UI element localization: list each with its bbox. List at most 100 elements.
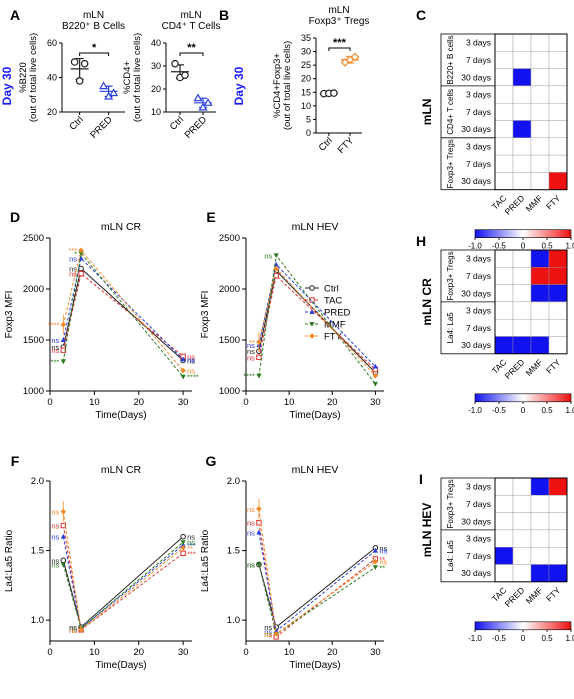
marker <box>273 253 279 259</box>
marker <box>78 627 84 633</box>
heat-cell <box>494 477 514 496</box>
heat-cell <box>530 154 550 173</box>
heat-cell <box>530 102 550 121</box>
marker <box>180 533 186 540</box>
heat-cell <box>512 319 532 337</box>
row-label: 7 days <box>466 271 491 281</box>
significance-label: ns <box>187 367 195 376</box>
significance-label: **** <box>48 321 60 330</box>
x-tick-label: 0 <box>47 647 52 658</box>
heat-cell <box>548 85 568 104</box>
heat-cell <box>548 267 568 285</box>
heat-cell <box>494 51 514 69</box>
x-tick-label: 10 <box>284 397 295 408</box>
row-label: 30 days <box>461 568 491 578</box>
significance-label: ns <box>51 343 59 352</box>
heat-cell <box>548 68 568 87</box>
heat-cell <box>530 477 550 496</box>
marker <box>309 309 315 314</box>
column-label: FTY <box>544 193 563 212</box>
significance-label: ns <box>69 623 77 632</box>
data-point <box>171 59 179 68</box>
y-tick-label: 25 <box>301 60 311 70</box>
color-scale-bar <box>474 229 572 238</box>
heat-cell <box>548 477 568 496</box>
series-line-fty <box>62 511 184 631</box>
y-axis-label: Foxp3 MFI <box>4 291 15 339</box>
marker <box>60 508 67 515</box>
column-label: MMF <box>524 193 545 214</box>
scale-tick-label: -0.5 <box>492 242 506 251</box>
group-label: Foxp3+ Tregs <box>446 479 455 528</box>
significance-label: ns <box>247 560 255 569</box>
series-line-tac <box>62 525 184 631</box>
heat-cell <box>530 547 550 565</box>
data-point <box>181 71 189 80</box>
heat-cell <box>512 564 532 582</box>
data-point <box>203 98 213 106</box>
marker <box>78 255 84 261</box>
scale-tick-label: -0.5 <box>492 634 506 643</box>
x-tick-label: FTY <box>336 135 357 156</box>
row-label: 7 days <box>466 159 491 169</box>
heat-cell <box>530 85 550 104</box>
marker <box>60 321 67 328</box>
group-label: La4: La5 <box>446 540 455 572</box>
row-label: 3 days <box>466 38 491 48</box>
scale-tick-label: 1.0 <box>565 634 574 643</box>
y-tick-label: 2500 <box>23 233 44 244</box>
y-tick-label: 10 <box>151 107 161 117</box>
heat-cell <box>530 319 550 337</box>
heat-cell <box>494 495 514 513</box>
marker <box>372 558 379 565</box>
x-axis-label: Time(Days) <box>289 410 340 421</box>
marker <box>78 251 84 257</box>
significance-label: ns <box>247 505 255 514</box>
y-axis-label: Foxp3 MFI <box>200 291 211 339</box>
x-tick-label: 20 <box>133 397 144 408</box>
y-axis-label: %B220 <box>18 62 29 93</box>
data-point <box>99 81 109 90</box>
group-frame <box>440 33 496 191</box>
y-tick-label: 2000 <box>219 284 240 295</box>
heat-cell <box>512 284 532 303</box>
y-tick-label: 1500 <box>219 335 240 346</box>
legend-label-fty: FTY <box>324 332 343 343</box>
x-tick-label: 20 <box>327 397 338 408</box>
significance-label: ns <box>51 560 59 569</box>
marker <box>60 562 66 568</box>
marker <box>180 550 186 557</box>
y-axis-label: La4:La5 Ratio <box>4 529 15 592</box>
significance-label: ns <box>247 519 255 528</box>
heat-cell <box>494 336 514 354</box>
significance-label: ns <box>69 270 77 279</box>
column-label: MMF <box>524 585 545 606</box>
column-label: FTY <box>544 357 563 376</box>
heat-cell <box>530 529 550 548</box>
heat-cell <box>512 336 532 354</box>
y-tick-label: 35 <box>301 33 311 43</box>
marker <box>273 631 279 637</box>
significance-label: ns <box>187 538 195 547</box>
y-tick-label: 1500 <box>23 335 44 346</box>
significance-label: ns <box>51 522 59 531</box>
y-axis-label: %CD4+ <box>122 61 133 94</box>
significance-label: ns <box>69 626 77 635</box>
marker <box>256 529 262 535</box>
heat-cell <box>494 172 514 190</box>
y-tick-label: 5 <box>306 114 311 124</box>
marker <box>372 547 378 553</box>
row-label: 30 days <box>461 340 491 350</box>
heatmap-c: 3 days 7 days 30 days 3 days 7 days 30 days 3 … <box>420 33 574 251</box>
significance-label: ns <box>379 544 387 553</box>
significance-label: ** <box>187 544 193 553</box>
row-label: 7 days <box>466 499 491 509</box>
color-scale-bar <box>474 393 572 403</box>
plot-title: mLN <box>328 5 349 16</box>
heat-cell <box>512 68 532 87</box>
significance-label: ns <box>51 556 59 565</box>
row-label: 7 days <box>466 107 491 117</box>
heat-cell <box>494 102 514 121</box>
